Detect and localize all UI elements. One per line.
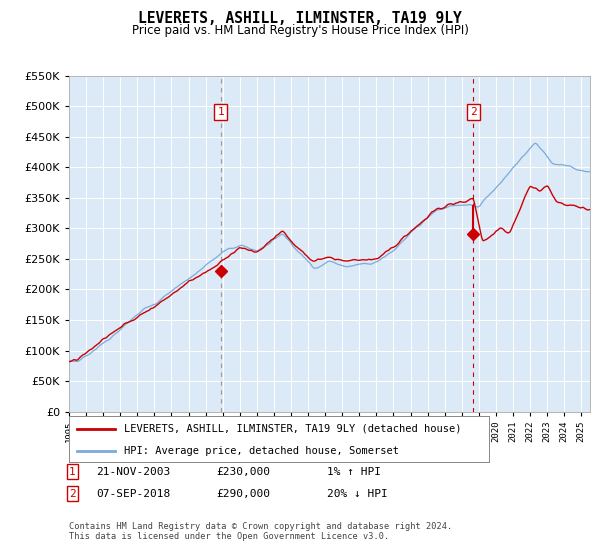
Text: Contains HM Land Registry data © Crown copyright and database right 2024.: Contains HM Land Registry data © Crown c… (69, 522, 452, 531)
Text: 07-SEP-2018: 07-SEP-2018 (96, 489, 170, 499)
Text: £230,000: £230,000 (216, 466, 270, 477)
Text: LEVERETS, ASHILL, ILMINSTER, TA19 9LY: LEVERETS, ASHILL, ILMINSTER, TA19 9LY (138, 11, 462, 26)
Text: 1% ↑ HPI: 1% ↑ HPI (327, 466, 381, 477)
Text: Price paid vs. HM Land Registry's House Price Index (HPI): Price paid vs. HM Land Registry's House … (131, 24, 469, 36)
Text: LEVERETS, ASHILL, ILMINSTER, TA19 9LY (detached house): LEVERETS, ASHILL, ILMINSTER, TA19 9LY (d… (124, 424, 461, 434)
Text: HPI: Average price, detached house, Somerset: HPI: Average price, detached house, Some… (124, 446, 398, 456)
Text: 2: 2 (69, 489, 76, 499)
Text: 1: 1 (218, 108, 224, 117)
Text: This data is licensed under the Open Government Licence v3.0.: This data is licensed under the Open Gov… (69, 532, 389, 541)
Text: 2: 2 (470, 108, 476, 117)
Text: 20% ↓ HPI: 20% ↓ HPI (327, 489, 388, 499)
Text: 21-NOV-2003: 21-NOV-2003 (96, 466, 170, 477)
Text: £290,000: £290,000 (216, 489, 270, 499)
Text: 1: 1 (69, 466, 76, 477)
